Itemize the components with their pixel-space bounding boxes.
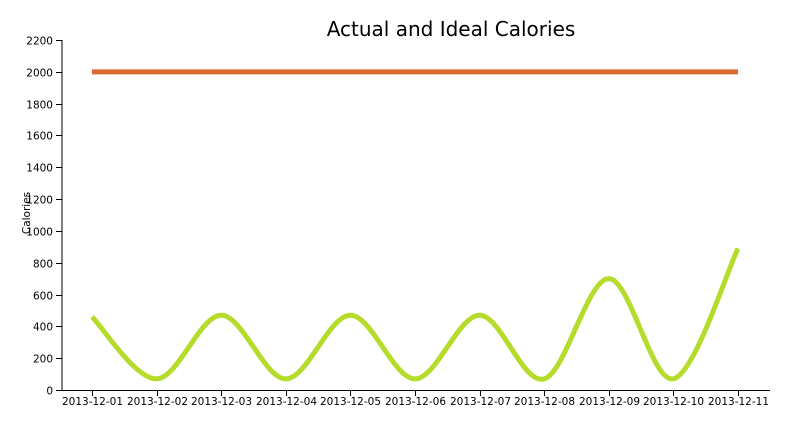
y-tick-label: 1600	[26, 131, 53, 143]
x-tick-label: 2013-12-03	[191, 396, 252, 408]
series-layer	[90, 69, 741, 382]
y-tick-label: 400	[33, 322, 53, 334]
y-axis: 0 200 400 600 800 1000 1200 1400 1600 1800 2000 220…	[26, 36, 63, 398]
x-tick-label: 2013-12-10	[643, 396, 704, 408]
x-tick-label: 2013-12-01	[62, 396, 123, 408]
y-axis-label: Calories	[21, 192, 33, 234]
y-tick-label: 1800	[26, 100, 53, 112]
x-tick-label: 2013-12-04	[256, 396, 317, 408]
y-tick-label: 800	[33, 259, 53, 271]
x-tick-label: 2013-12-06	[385, 396, 446, 408]
x-axis: 2013-12-01 2013-12-02 2013-12-03 2013-12-04…	[62, 390, 770, 408]
x-tick-label: 2013-12-08	[514, 396, 575, 408]
y-tick-label: 1400	[26, 163, 53, 175]
x-tick-label: 2013-12-07	[450, 396, 511, 408]
y-tick-label: 2200	[26, 36, 53, 48]
series-line-1	[90, 247, 741, 382]
x-tick-label: 2013-12-02	[127, 396, 188, 408]
x-tick-label: 2013-12-11	[708, 396, 769, 408]
y-tick-label: 2000	[26, 68, 53, 80]
y-tick-label: 0	[46, 386, 53, 398]
x-tick-label: 2013-12-09	[579, 396, 640, 408]
y-tick-label: 1000	[26, 227, 53, 239]
y-tick-label: 1200	[26, 195, 53, 207]
chart-title: Actual and Ideal Calories	[327, 17, 576, 41]
y-tick-label: 200	[33, 354, 53, 366]
x-tick-label: 2013-12-05	[320, 396, 381, 408]
y-tick-label: 600	[33, 291, 53, 303]
